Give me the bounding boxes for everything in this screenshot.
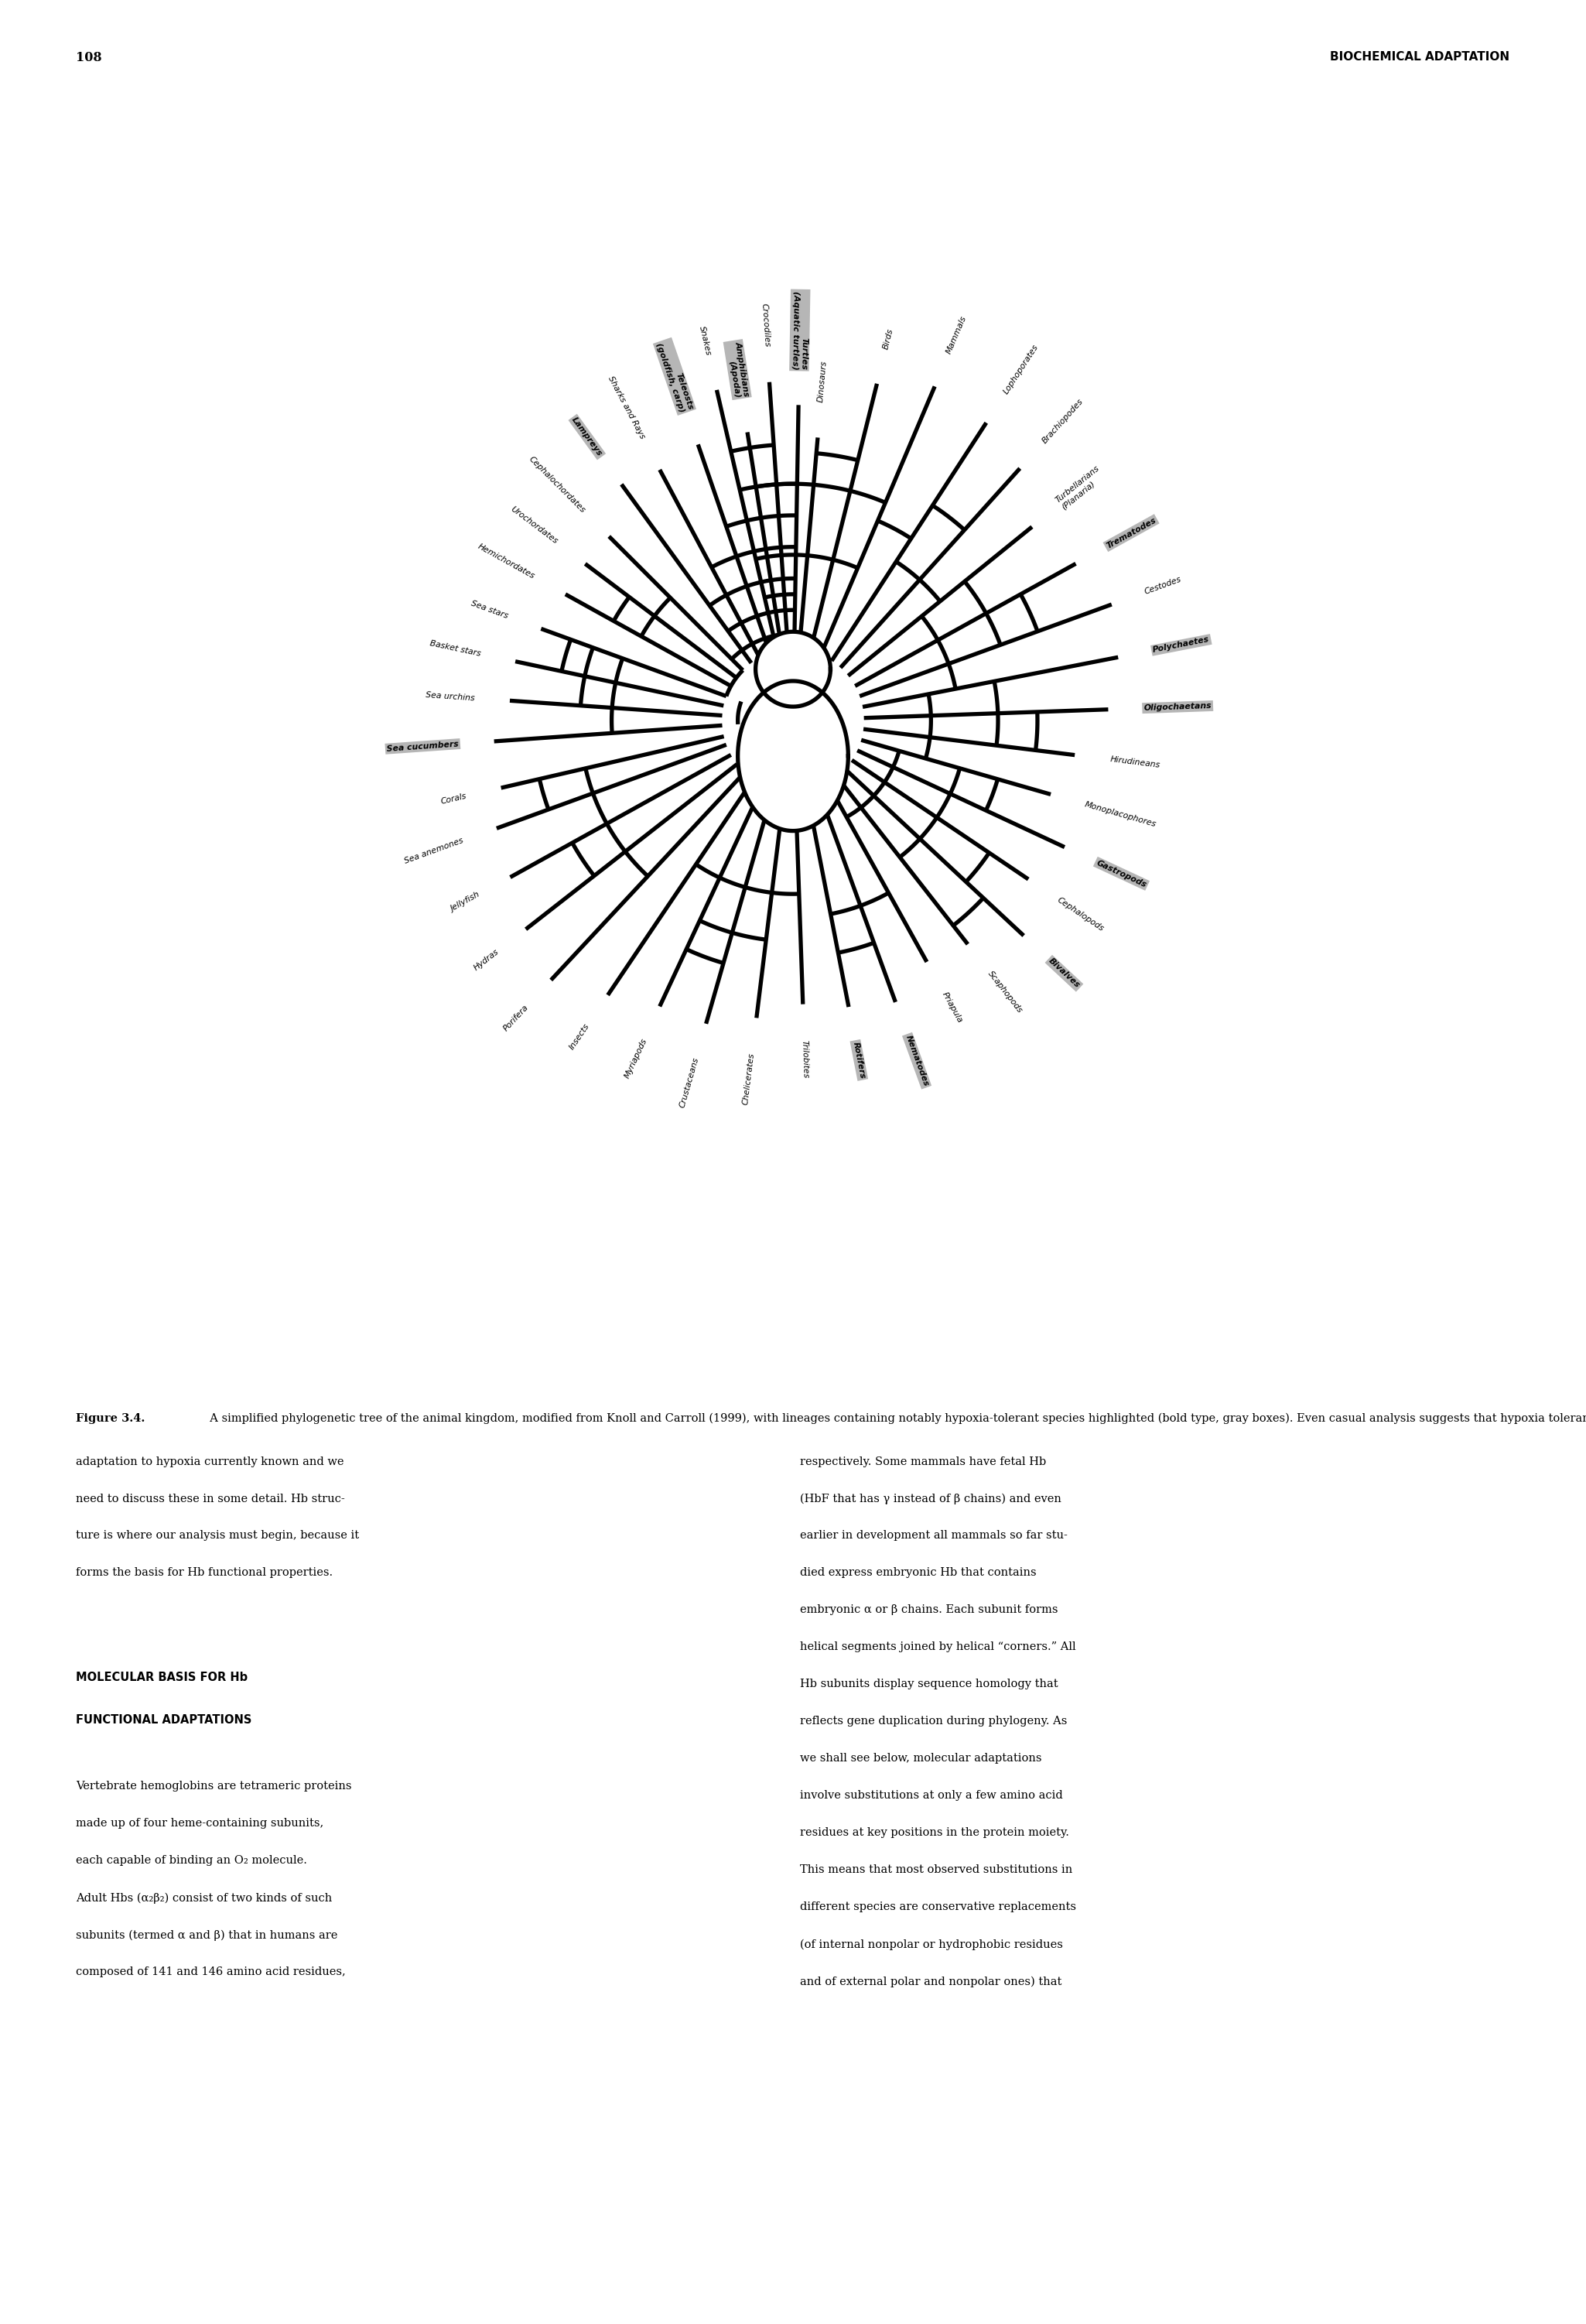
Text: Jellyfish: Jellyfish (449, 890, 481, 913)
Text: residues at key positions in the protein moiety.: residues at key positions in the protein… (801, 1827, 1069, 1838)
Text: Bivalves: Bivalves (1047, 957, 1082, 990)
Text: Gastropods: Gastropods (1094, 858, 1148, 888)
Text: Adult Hbs (α₂β₂) consist of two kinds of such: Adult Hbs (α₂β₂) consist of two kinds of… (76, 1892, 333, 1903)
Text: Hydras: Hydras (473, 948, 500, 971)
Text: Chelicerates: Chelicerates (742, 1053, 757, 1106)
Text: A simplified phylogenetic tree of the animal kingdom, modified from Knoll and Ca: A simplified phylogenetic tree of the an… (203, 1413, 1586, 1425)
Text: different species are conservative replacements: different species are conservative repla… (801, 1901, 1077, 1913)
Text: subunits (termed α and β) that in humans are: subunits (termed α and β) that in humans… (76, 1929, 338, 1941)
Polygon shape (755, 632, 831, 706)
Text: helical segments joined by helical “corners.” All: helical segments joined by helical “corn… (801, 1641, 1075, 1652)
Text: adaptation to hypoxia currently known and we: adaptation to hypoxia currently known an… (76, 1457, 344, 1466)
Text: Brachiopodes: Brachiopodes (1040, 397, 1085, 444)
Text: BIOCHEMICAL ADAPTATION: BIOCHEMICAL ADAPTATION (1331, 51, 1510, 63)
Text: Cephalopods: Cephalopods (1056, 895, 1105, 932)
Text: MOLECULAR BASIS FOR Hb: MOLECULAR BASIS FOR Hb (76, 1671, 247, 1683)
Text: Crustaceans: Crustaceans (679, 1057, 699, 1109)
Text: (of internal nonpolar or hydrophobic residues: (of internal nonpolar or hydrophobic res… (801, 1938, 1063, 1950)
Text: Cephalochordates: Cephalochordates (527, 456, 587, 514)
Text: composed of 141 and 146 amino acid residues,: composed of 141 and 146 amino acid resid… (76, 1966, 346, 1978)
Text: (HbF that has γ instead of β chains) and even: (HbF that has γ instead of β chains) and… (801, 1494, 1061, 1504)
Text: earlier in development all mammals so far stu-: earlier in development all mammals so fa… (801, 1532, 1067, 1541)
Text: ture is where our analysis must begin, because it: ture is where our analysis must begin, b… (76, 1532, 360, 1541)
Text: Corals: Corals (439, 792, 468, 806)
Text: need to discuss these in some detail. Hb struc-: need to discuss these in some detail. Hb… (76, 1494, 346, 1504)
Text: Scaphopods: Scaphopods (986, 969, 1025, 1016)
Text: Lampreys: Lampreys (571, 416, 604, 458)
Text: Insects: Insects (568, 1023, 592, 1050)
Text: and of external polar and nonpolar ones) that: and of external polar and nonpolar ones)… (801, 1975, 1063, 1987)
Text: Cestodes: Cestodes (1144, 576, 1183, 595)
Text: Sea anemones: Sea anemones (403, 837, 465, 865)
Text: Mammals: Mammals (945, 314, 967, 356)
Text: Snakes: Snakes (698, 325, 712, 356)
Text: Trematodes: Trematodes (1105, 516, 1158, 551)
Text: embryonic α or β chains. Each subunit forms: embryonic α or β chains. Each subunit fo… (801, 1604, 1058, 1615)
Text: involve substitutions at only a few amino acid: involve substitutions at only a few amin… (801, 1789, 1063, 1801)
Text: Sea stars: Sea stars (469, 600, 509, 621)
Text: Dinosaurs: Dinosaurs (817, 360, 828, 402)
Text: Hemichordates: Hemichordates (477, 544, 536, 581)
Text: Oligochaetans: Oligochaetans (1144, 702, 1212, 711)
Text: Teleosts
(goldfish, carp): Teleosts (goldfish, carp) (655, 339, 695, 414)
Text: died express embryonic Hb that contains: died express embryonic Hb that contains (801, 1566, 1037, 1578)
Text: Sharks and Rays: Sharks and Rays (607, 374, 647, 439)
Polygon shape (737, 681, 849, 832)
Text: Vertebrate hemoglobins are tetrameric proteins: Vertebrate hemoglobins are tetrameric pr… (76, 1780, 352, 1792)
Text: Birds: Birds (882, 328, 895, 351)
Text: Hb subunits display sequence homology that: Hb subunits display sequence homology th… (801, 1678, 1058, 1690)
Text: reflects gene duplication during phylogeny. As: reflects gene duplication during phyloge… (801, 1715, 1067, 1727)
Text: Turtles
(Aquatic turtles): Turtles (Aquatic turtles) (791, 290, 809, 370)
Text: Nematodes: Nematodes (904, 1034, 929, 1088)
Text: each capable of binding an O₂ molecule.: each capable of binding an O₂ molecule. (76, 1855, 308, 1866)
Text: Sea urchins: Sea urchins (425, 690, 474, 702)
Text: Myriapods: Myriapods (623, 1037, 649, 1078)
Text: Priapula: Priapula (940, 990, 964, 1025)
Text: Turbellarians
(Planaria): Turbellarians (Planaria) (1055, 465, 1107, 511)
Text: Trilobites: Trilobites (801, 1039, 809, 1078)
Text: Crocodiles: Crocodiles (760, 302, 771, 346)
Text: Rotifers: Rotifers (852, 1041, 866, 1078)
Text: Lophoporates: Lophoporates (1002, 342, 1040, 395)
Text: This means that most observed substitutions in: This means that most observed substituti… (801, 1864, 1072, 1875)
Text: Sea cucumbers: Sea cucumbers (387, 739, 458, 753)
Text: 108: 108 (76, 51, 102, 65)
Text: Amphibians
(Apoda): Amphibians (Apoda) (725, 342, 750, 397)
Text: Basket stars: Basket stars (430, 639, 482, 658)
Text: Polychaetes: Polychaetes (1151, 637, 1210, 655)
Text: Figure 3.4.: Figure 3.4. (76, 1413, 146, 1425)
Text: FUNCTIONAL ADAPTATIONS: FUNCTIONAL ADAPTATIONS (76, 1715, 252, 1727)
Text: Porifera: Porifera (501, 1004, 530, 1032)
Text: respectively. Some mammals have fetal Hb: respectively. Some mammals have fetal Hb (801, 1457, 1047, 1466)
Text: Hirudineans: Hirudineans (1110, 755, 1161, 769)
Text: made up of four heme-containing subunits,: made up of four heme-containing subunits… (76, 1817, 324, 1829)
Text: forms the basis for Hb functional properties.: forms the basis for Hb functional proper… (76, 1566, 333, 1578)
Text: Monoplacophores: Monoplacophores (1083, 799, 1158, 827)
Text: we shall see below, molecular adaptations: we shall see below, molecular adaptation… (801, 1752, 1042, 1764)
Text: Urochordates: Urochordates (509, 504, 560, 546)
